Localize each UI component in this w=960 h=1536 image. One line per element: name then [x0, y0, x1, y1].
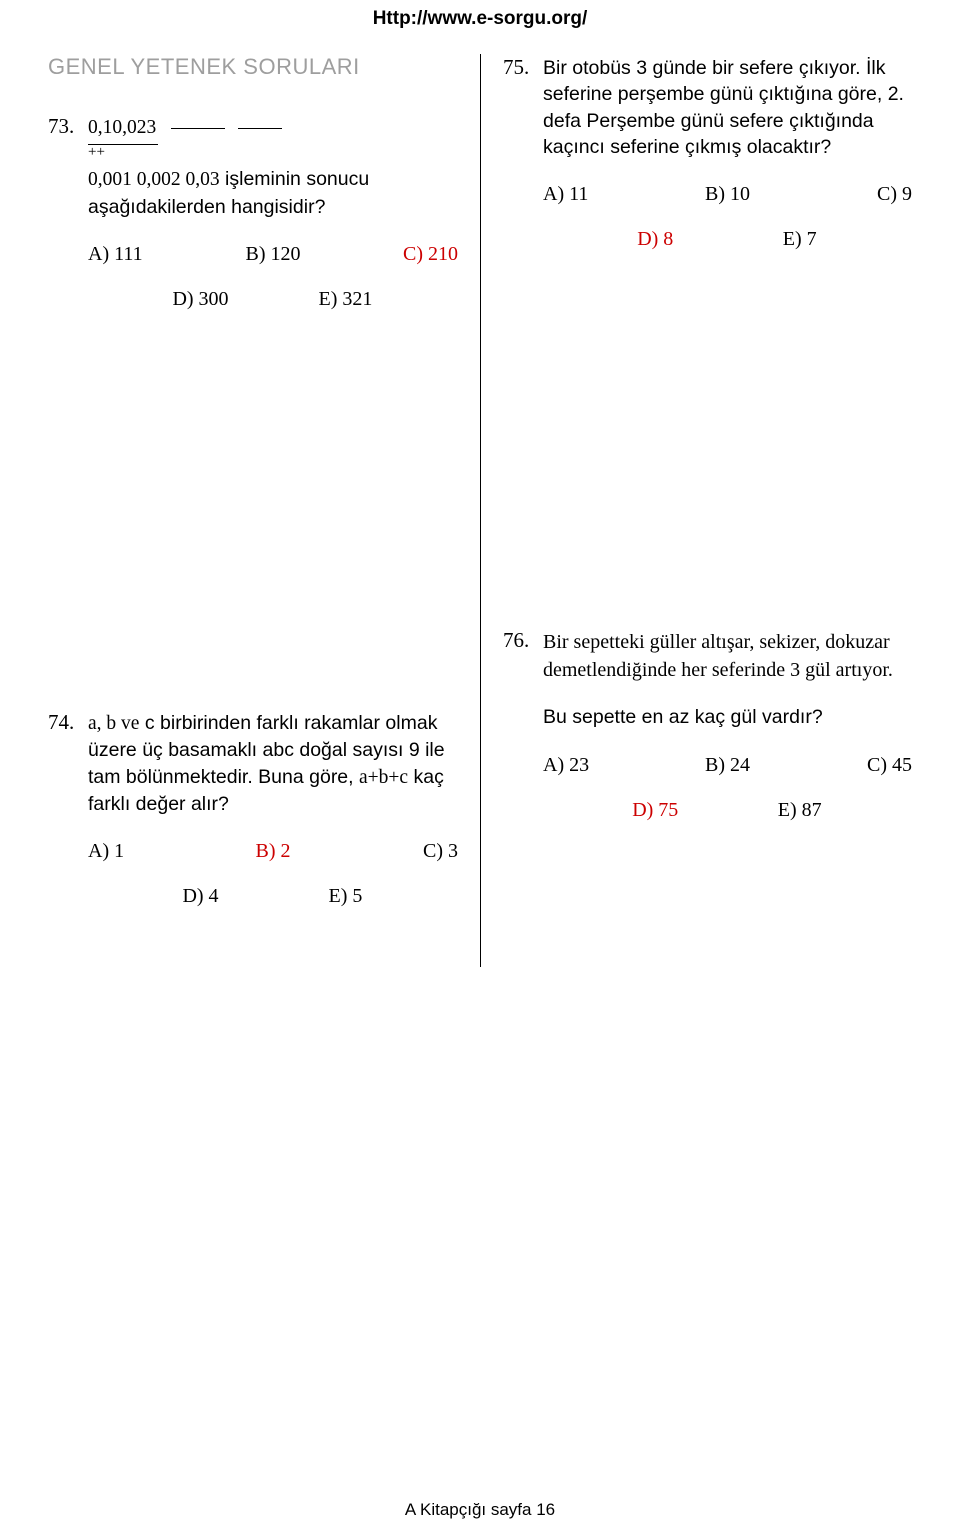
option-b: B) 24 — [666, 751, 789, 780]
option-row: A) 1 B) 2 C) 3 — [88, 837, 458, 866]
options-74: A) 1 B) 2 C) 3 D) 4 E) 5 — [88, 837, 458, 911]
option-d: D) 4 — [128, 882, 273, 911]
option-e: E) 87 — [728, 796, 873, 825]
options-73: A) 111 B) 120 C) 210 D) 300 E) 321 — [88, 240, 458, 314]
option-row: D) 8 E) 7 — [543, 225, 912, 254]
option-b: B) 2 — [211, 837, 334, 866]
question-body: Bir otobüs 3 günde bir sefere çıkıyor. İ… — [543, 55, 912, 270]
question-number: 75. — [503, 55, 543, 270]
blank-line — [238, 114, 282, 129]
option-c: C) 9 — [789, 180, 912, 209]
option-row: D) 4 E) 5 — [88, 882, 458, 911]
plus-symbols: ++ — [88, 145, 458, 160]
option-row: A) 11 B) 10 C) 9 — [543, 180, 912, 209]
option-row: D) 75 E) 87 — [543, 796, 912, 825]
vertical-spacer — [503, 310, 912, 628]
question-body: a, b ve c birbirinden farklı rakamlar ol… — [88, 710, 458, 927]
question-number: 74. — [48, 710, 88, 927]
option-row: D) 300 E) 321 — [88, 285, 458, 314]
question-text: 0,001 0,002 0,03 işleminin sonucu aşağıd… — [88, 166, 458, 220]
question-number: 73. — [48, 114, 88, 330]
sum-expr: a+b+c — [359, 767, 408, 788]
two-column-layout: GENEL YETENEK SORULARI 73. 0,10,023 ++ 0… — [48, 54, 912, 967]
var-ab: a, b — [88, 713, 121, 734]
option-a: A) 111 — [88, 240, 211, 269]
options-76: A) 23 B) 24 C) 45 D) 75 E) 87 — [543, 751, 912, 825]
section-title: GENEL YETENEK SORULARI — [48, 54, 458, 80]
question-text-1: Bir sepetteki güller altışar, sekizer, d… — [543, 628, 912, 684]
question-body: 0,10,023 ++ 0,001 0,002 0,03 işleminin s… — [88, 114, 458, 330]
denominator-values: 0,001 0,002 0,03 — [88, 169, 220, 190]
fraction-expression: 0,10,023 ++ — [88, 114, 458, 160]
vertical-spacer — [48, 370, 458, 710]
option-c: C) 45 — [789, 751, 912, 780]
option-b: B) 10 — [666, 180, 789, 209]
option-row: A) 111 B) 120 C) 210 — [88, 240, 458, 269]
option-a: A) 23 — [543, 751, 666, 780]
right-column: 75. Bir otobüs 3 günde bir sefere çıkıyo… — [480, 54, 912, 967]
question-text: a, b ve c birbirinden farklı rakamlar ol… — [88, 710, 458, 817]
option-c: C) 3 — [335, 837, 458, 866]
options-75: A) 11 B) 10 C) 9 D) 8 E) 7 — [543, 180, 912, 254]
option-a: A) 11 — [543, 180, 666, 209]
option-d: D) 300 — [128, 285, 273, 314]
and-word: ve — [121, 713, 139, 734]
page: Http://www.e-sorgu.org/ GENEL YETENEK SO… — [0, 0, 960, 1536]
question-75: 75. Bir otobüs 3 günde bir sefere çıkıyo… — [503, 55, 912, 270]
question-text-2: Bu sepette en az kaç gül vardır? — [543, 704, 912, 730]
blank-line — [171, 114, 225, 129]
page-footer: A Kitapçığı sayfa 16 — [0, 1500, 960, 1520]
left-column: GENEL YETENEK SORULARI 73. 0,10,023 ++ 0… — [48, 54, 480, 967]
option-c: C) 210 — [335, 240, 458, 269]
option-d: D) 75 — [583, 796, 728, 825]
header-url: Http://www.e-sorgu.org/ — [48, 0, 912, 54]
question-74: 74. a, b ve c birbirinden farklı rakamla… — [48, 710, 458, 927]
question-body: Bir sepetteki güller altışar, sekizer, d… — [543, 628, 912, 840]
option-d: D) 8 — [583, 225, 728, 254]
question-text: Bir otobüs 3 günde bir sefere çıkıyor. İ… — [543, 55, 912, 160]
fraction-numerator: 0,10,023 — [88, 114, 158, 145]
option-b: B) 120 — [211, 240, 334, 269]
question-76: 76. Bir sepetteki güller altışar, sekize… — [503, 628, 912, 840]
option-row: A) 23 B) 24 C) 45 — [543, 751, 912, 780]
question-number: 76. — [503, 628, 543, 840]
option-e: E) 321 — [273, 285, 418, 314]
option-a: A) 1 — [88, 837, 211, 866]
question-73: 73. 0,10,023 ++ 0,001 0,002 0,03 işlemin… — [48, 114, 458, 330]
option-e: E) 7 — [728, 225, 873, 254]
option-e: E) 5 — [273, 882, 418, 911]
